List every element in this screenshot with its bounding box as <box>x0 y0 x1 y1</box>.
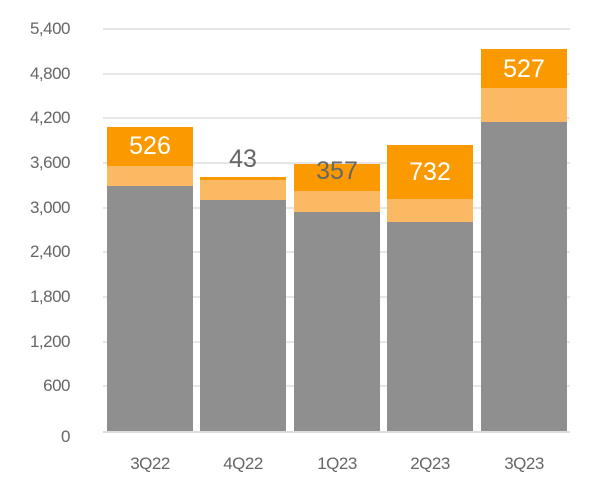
x-tick-label: 1Q23 <box>317 454 357 473</box>
bar-segment-top <box>387 144 473 200</box>
data-label: 526 <box>129 132 171 161</box>
y-tick-label: 5,400 <box>29 19 71 38</box>
bar-segment-base <box>481 122 567 431</box>
bar-4q22 <box>200 0 286 500</box>
gridline <box>103 28 570 30</box>
gridline <box>103 72 570 75</box>
bar-segment-top <box>107 126 193 166</box>
y-tick-label: 0 <box>61 427 70 446</box>
bar-segment-top <box>481 48 567 89</box>
data-label: 527 <box>503 54 545 83</box>
bar-segment-base <box>107 186 193 431</box>
bar-2q23 <box>387 0 473 500</box>
gridline <box>103 162 570 164</box>
bar-segment-base <box>387 221 473 431</box>
bar-segment-top <box>294 163 380 191</box>
x-tick-label: 3Q22 <box>130 454 170 473</box>
bar-3q22 <box>107 0 193 500</box>
x-tick-label: 2Q23 <box>410 454 450 473</box>
bar-segment-base <box>200 200 286 431</box>
y-tick-label: 1,200 <box>29 331 71 351</box>
bar-1q23 <box>294 0 380 500</box>
y-tick-label: 3,600 <box>29 153 71 172</box>
y-tick-label: 600 <box>43 376 70 396</box>
x-axis-line <box>103 431 570 433</box>
bar-3q23 <box>481 0 567 500</box>
bar-segment-middle <box>294 190 380 213</box>
data-label: 357 <box>316 156 358 185</box>
bar-segment-middle <box>387 199 473 222</box>
bar-segment-middle <box>481 88 567 123</box>
x-tick-label: 4Q22 <box>223 454 263 473</box>
bar-segment-middle <box>200 180 286 201</box>
y-tick-label: 1,800 <box>29 287 71 306</box>
bar-segment-top <box>200 176 286 181</box>
y-tick-label: 4,200 <box>29 108 71 128</box>
bar-segment-middle <box>107 165 193 187</box>
y-tick-label: 3,000 <box>29 197 71 217</box>
x-tick-label: 3Q23 <box>504 454 544 473</box>
bar-segment-base <box>294 212 380 431</box>
gridline <box>103 117 570 120</box>
data-label: 43 <box>229 144 257 173</box>
y-tick-label: 4,800 <box>29 63 71 83</box>
data-label: 732 <box>409 158 451 187</box>
y-tick-label: 2,400 <box>29 242 71 262</box>
